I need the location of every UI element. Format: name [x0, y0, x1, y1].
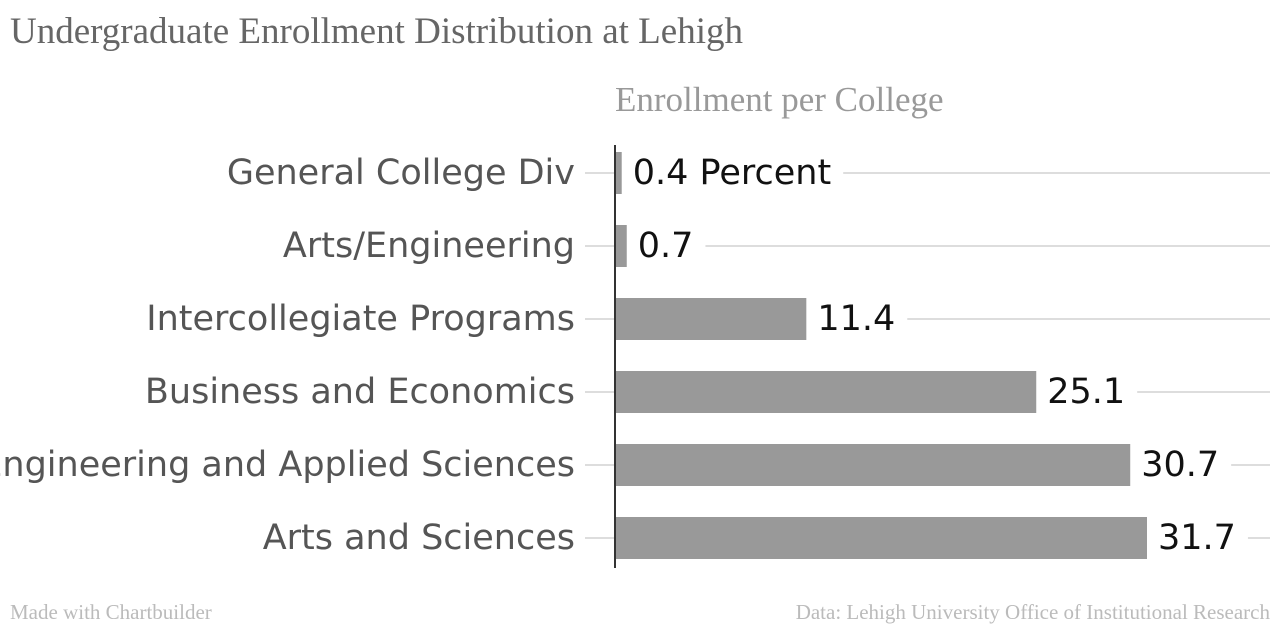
bars: [615, 152, 1147, 559]
value-label: 31.7: [1158, 518, 1236, 558]
value-label: 0.7: [638, 226, 694, 266]
labels: General College Div 0.4 Percent Arts/Engin…: [0, 153, 1236, 558]
category-label: General College Div: [227, 153, 575, 193]
category-label: Engineering and Applied Sciences: [0, 445, 575, 485]
category-label: Intercollegiate Programs: [146, 299, 575, 339]
series-title: Enrollment per College: [615, 80, 944, 119]
source-text: Data: Lehigh University Office of Instit…: [795, 600, 1270, 624]
value-label: 11.4: [817, 299, 895, 339]
credit-text: Made with Chartbuilder: [10, 600, 212, 624]
value-label: 30.7: [1141, 445, 1219, 485]
bar: [615, 152, 622, 194]
category-label: Business and Economics: [145, 372, 575, 412]
value-label: 0.4 Percent: [633, 153, 831, 193]
bar: [615, 298, 807, 340]
grid-lines: [585, 172, 1270, 539]
category-label: Arts/Engineering: [283, 226, 575, 266]
category-label: Arts and Sciences: [263, 518, 575, 558]
chart-title: Undergraduate Enrollment Distribution at…: [10, 11, 743, 52]
bar: [615, 371, 1037, 413]
bar: [615, 444, 1131, 486]
value-label: 25.1: [1047, 372, 1125, 412]
bar: [615, 225, 627, 267]
bar: [615, 517, 1147, 559]
